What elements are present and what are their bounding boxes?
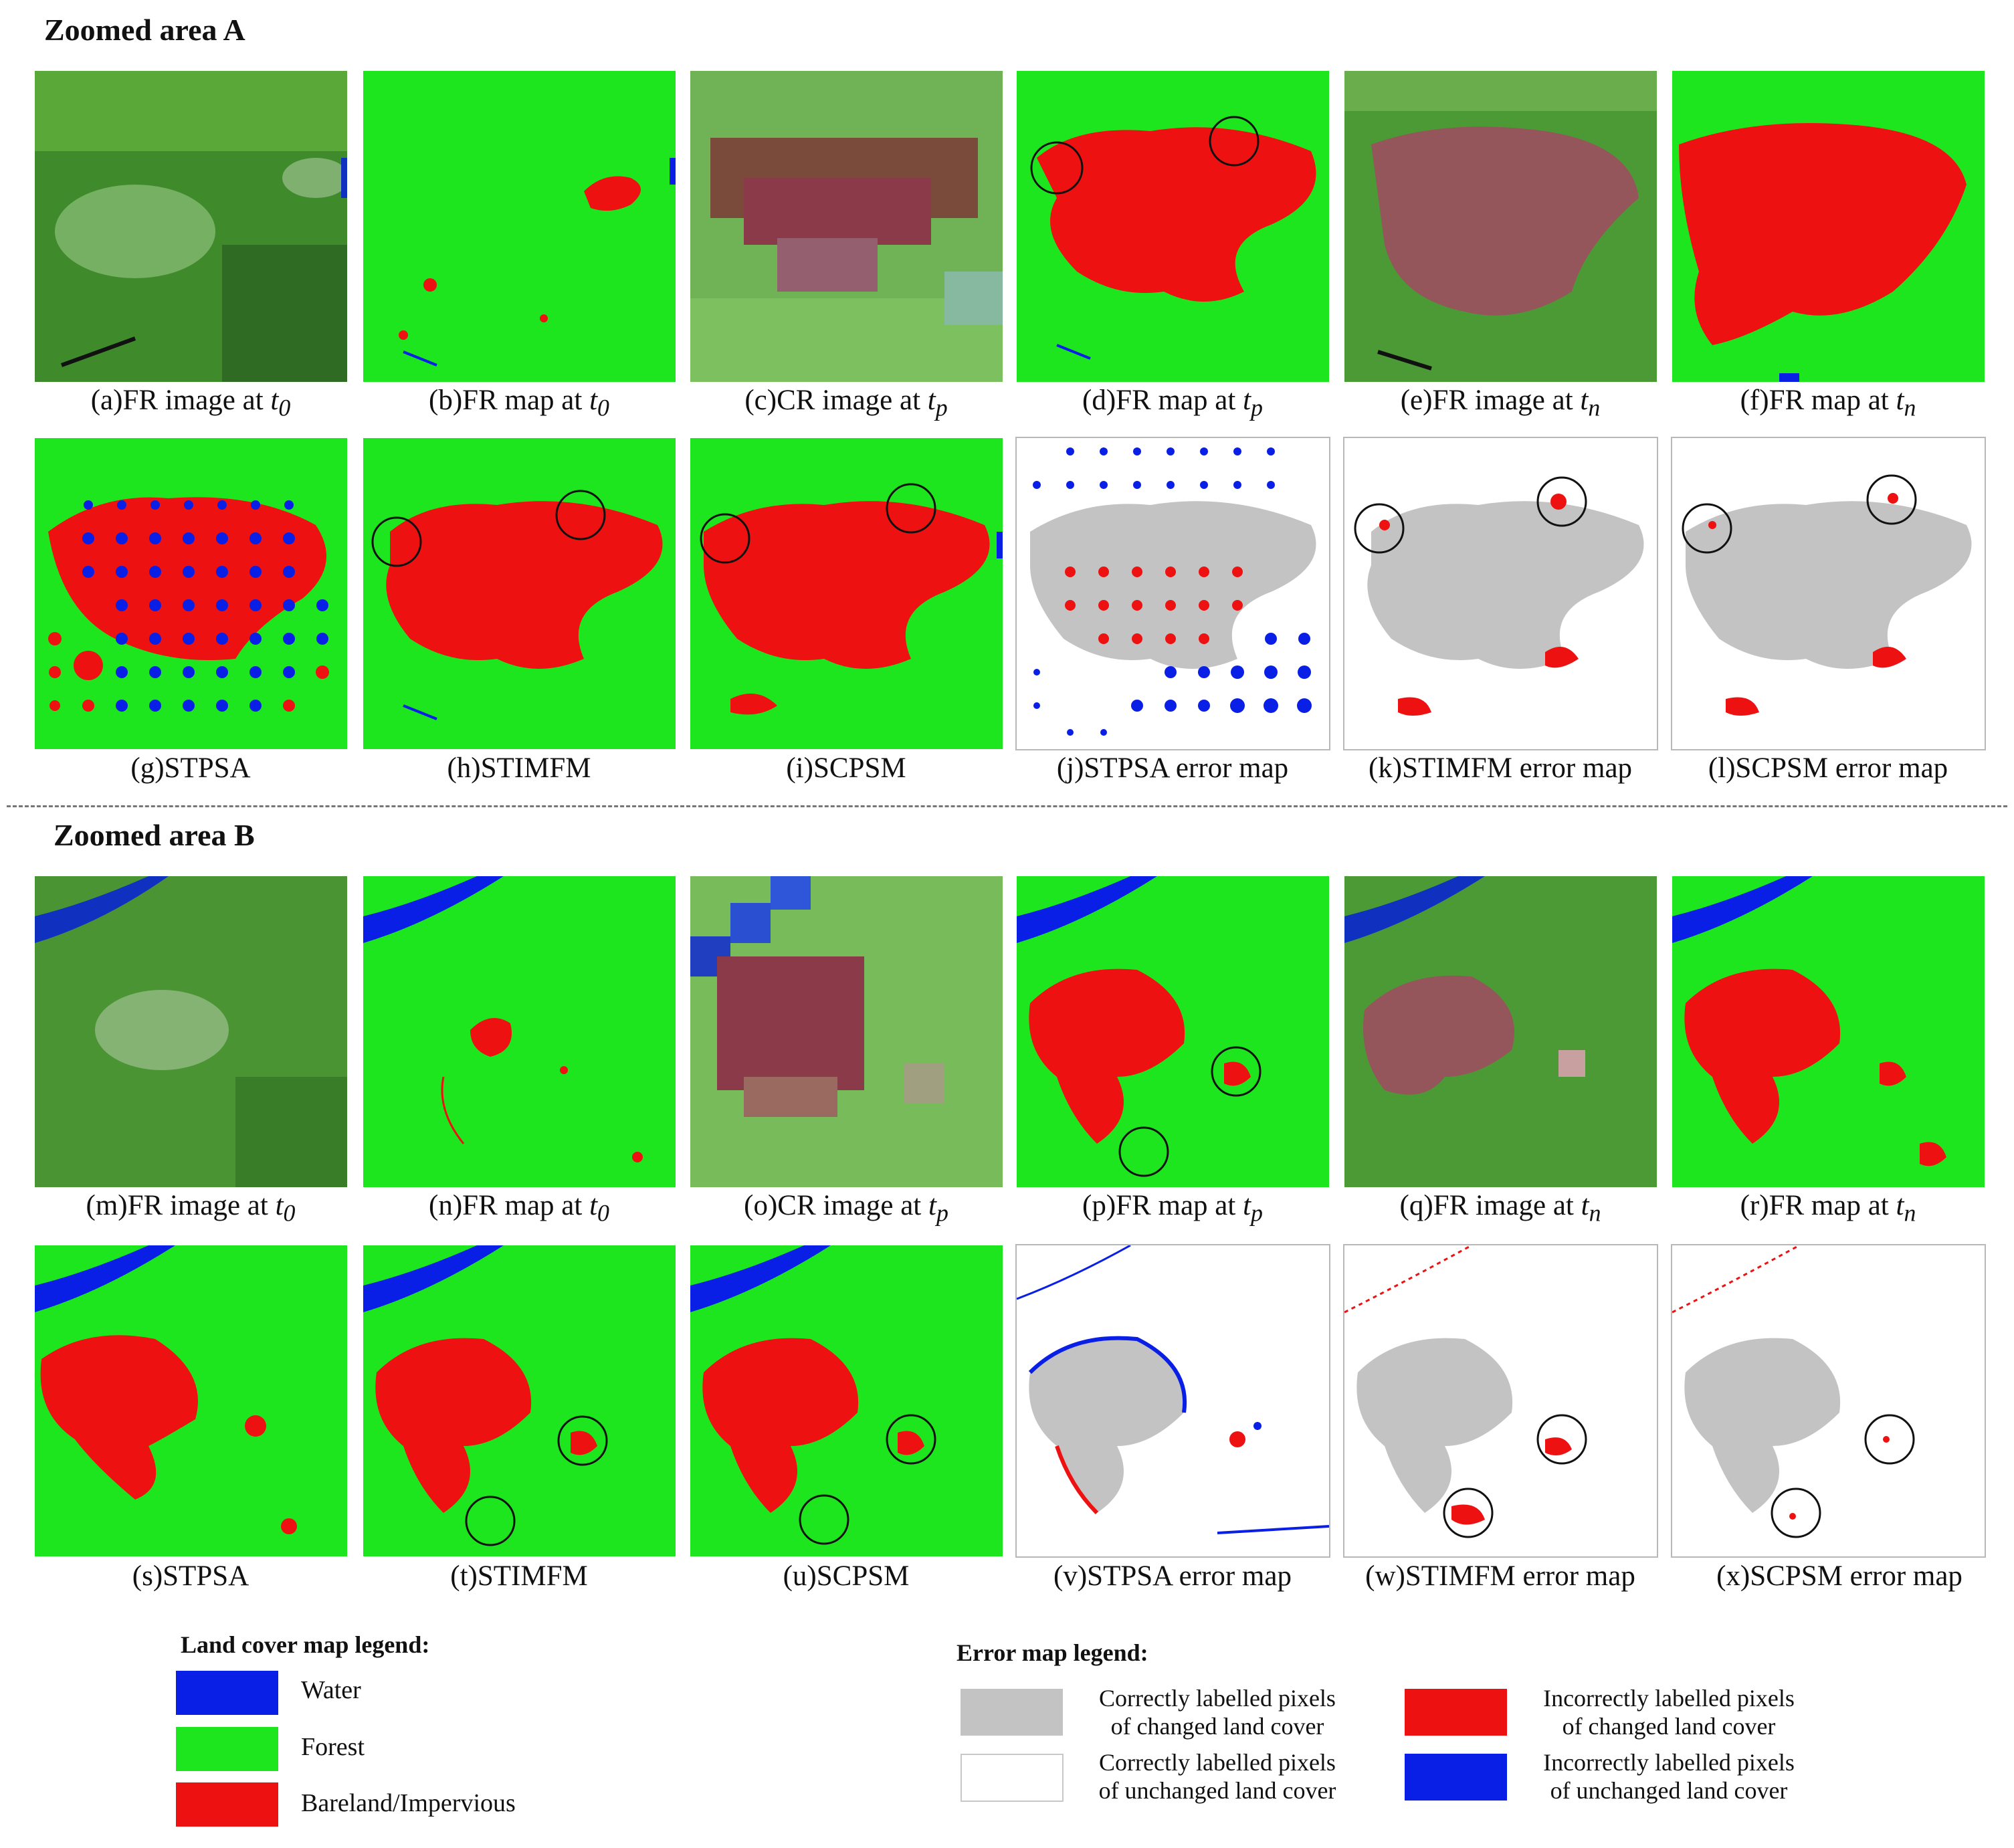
panel-u-scpsm xyxy=(690,1245,1003,1556)
error-map xyxy=(1344,438,1657,749)
satellite-image xyxy=(1344,71,1657,382)
panel-d-fr-map-tp xyxy=(1017,71,1329,382)
panel-m-fr-image-t0 xyxy=(35,876,347,1187)
error-legend-title: Error map legend: xyxy=(956,1639,1148,1666)
panel-i-scpsm xyxy=(690,438,1003,749)
caption-i: (i)SCPSM xyxy=(786,752,906,784)
land-cover-map xyxy=(1672,71,1985,382)
caption-m: (m)FR image at t0 xyxy=(86,1190,296,1227)
land-cover-map xyxy=(690,438,1003,749)
section-title-b: Zoomed area B xyxy=(54,818,255,852)
caption-h: (h)STIMFM xyxy=(447,752,591,784)
swatch-incorrect-unchanged xyxy=(1405,1754,1507,1801)
land-cover-map xyxy=(35,1245,347,1556)
label-correct-changed: Correctly labelled pixels of changed land… xyxy=(1099,1685,1336,1740)
caption-n: (n)FR map at t0 xyxy=(429,1190,609,1227)
panel-w-stimfm-error-map xyxy=(1343,1244,1658,1558)
swatch-correct-unchanged xyxy=(961,1754,1064,1802)
land-cover-map xyxy=(690,1245,1003,1556)
panel-t-stimfm xyxy=(363,1245,676,1556)
land-cover-map xyxy=(35,438,347,749)
panel-x-scpsm-error-map xyxy=(1671,1244,1986,1558)
caption-s: (s)STPSA xyxy=(132,1560,249,1592)
panel-b-fr-map-t0 xyxy=(363,71,676,382)
caption-q: (q)FR image at tn xyxy=(1399,1190,1601,1227)
caption-b: (b)FR map at t0 xyxy=(429,385,609,421)
swatch-bareland xyxy=(176,1782,278,1827)
swatch-water xyxy=(176,1671,278,1715)
swatch-correct-changed xyxy=(961,1689,1063,1736)
error-map xyxy=(1672,1245,1985,1556)
panel-r-fr-map-tn xyxy=(1672,876,1985,1187)
caption-a: (a)FR image at t0 xyxy=(90,385,291,421)
panel-p-fr-map-tp xyxy=(1017,876,1329,1187)
caption-g: (g)STPSA xyxy=(130,752,251,784)
panel-g-stpsa xyxy=(35,438,347,749)
error-map xyxy=(1017,438,1329,749)
panel-l-scpsm-error-map xyxy=(1671,437,1986,750)
swatch-forest xyxy=(176,1727,278,1771)
caption-p: (p)FR map at tp xyxy=(1082,1190,1263,1227)
panel-e-fr-image-tn xyxy=(1344,71,1657,382)
panel-k-stimfm-error-map xyxy=(1343,437,1658,750)
satellite-image xyxy=(35,71,347,382)
satellite-image xyxy=(1344,876,1657,1187)
swatch-incorrect-changed xyxy=(1405,1689,1507,1736)
coarse-image xyxy=(690,71,1003,382)
panel-h-stimfm xyxy=(363,438,676,749)
caption-c: (c)CR image at tp xyxy=(744,385,948,421)
caption-t: (t)STIMFM xyxy=(450,1560,588,1592)
satellite-image xyxy=(35,876,347,1187)
error-map xyxy=(1017,1245,1329,1556)
panel-o-cr-image-tp xyxy=(690,876,1003,1187)
error-map xyxy=(1344,1245,1657,1556)
label-incorrect-unchanged: Incorrectly labelled pixels of unchanged … xyxy=(1543,1749,1795,1804)
caption-f: (f)FR map at tn xyxy=(1740,385,1916,421)
panel-s-stpsa xyxy=(35,1245,347,1556)
land-cover-map xyxy=(1672,876,1985,1187)
panel-a-fr-image-t0 xyxy=(35,71,347,382)
panel-v-stpsa-error-map xyxy=(1015,1244,1330,1558)
caption-v: (v)STPSA error map xyxy=(1053,1560,1292,1592)
caption-r: (r)FR map at tn xyxy=(1740,1190,1916,1227)
label-water: Water xyxy=(301,1676,361,1704)
caption-j: (j)STPSA error map xyxy=(1056,752,1289,784)
land-cover-map xyxy=(363,71,676,382)
panel-q-fr-image-tn xyxy=(1344,876,1657,1187)
label-bareland: Bareland/Impervious xyxy=(301,1789,516,1817)
panel-n-fr-map-t0 xyxy=(363,876,676,1187)
panel-f-fr-map-tn xyxy=(1672,71,1985,382)
label-incorrect-changed: Incorrectly labelled pixels of changed la… xyxy=(1543,1685,1795,1740)
panel-c-cr-image-tp xyxy=(690,71,1003,382)
caption-d: (d)FR map at tp xyxy=(1082,385,1263,421)
caption-e: (e)FR image at tn xyxy=(1400,385,1601,421)
caption-u: (u)SCPSM xyxy=(783,1560,910,1592)
caption-k: (k)STIMFM error map xyxy=(1368,752,1633,784)
land-cover-map xyxy=(1017,876,1329,1187)
caption-l: (l)SCPSM error map xyxy=(1708,752,1948,784)
section-title-a: Zoomed area A xyxy=(44,13,245,47)
land-legend-title: Land cover map legend: xyxy=(181,1631,430,1658)
section-divider xyxy=(7,805,2007,807)
label-correct-unchanged: Correctly labelled pixels of unchanged la… xyxy=(1098,1749,1336,1804)
caption-x: (x)SCPSM error map xyxy=(1716,1560,1962,1592)
caption-o: (o)CR image at tp xyxy=(744,1190,948,1227)
panel-j-stpsa-error-map xyxy=(1015,437,1330,750)
label-forest: Forest xyxy=(301,1733,365,1761)
caption-w: (w)STIMFM error map xyxy=(1365,1560,1635,1592)
land-cover-map xyxy=(363,876,676,1187)
coarse-image xyxy=(690,876,1003,1187)
land-cover-map xyxy=(1017,71,1329,382)
error-map xyxy=(1672,438,1985,749)
land-cover-map xyxy=(363,438,676,749)
land-cover-map xyxy=(363,1245,676,1556)
